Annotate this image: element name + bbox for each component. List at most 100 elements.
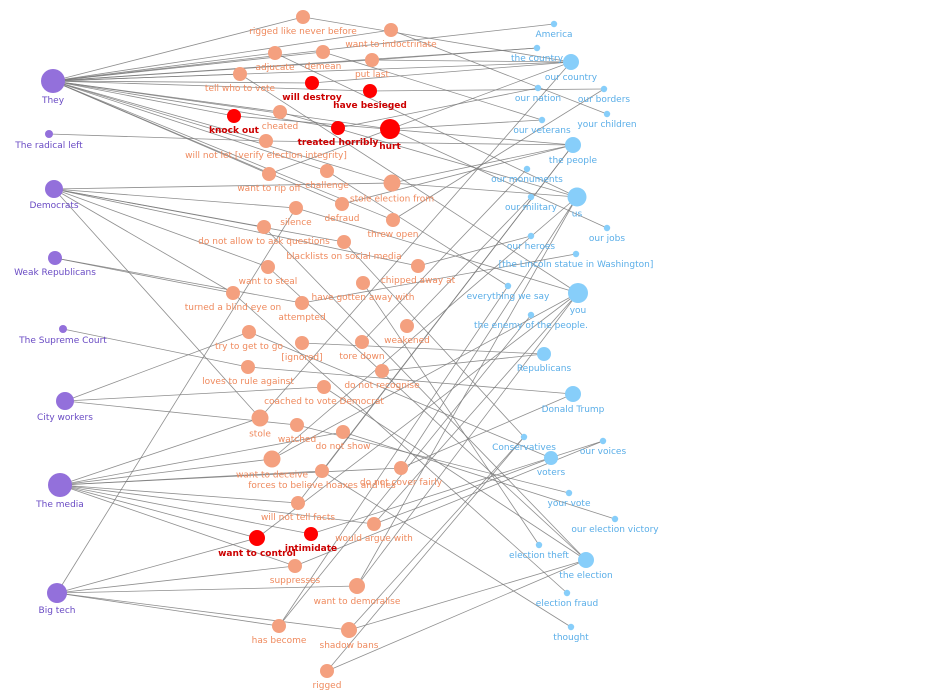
node-hurt[interactable]: hurt: [379, 119, 401, 152]
node-circle[interactable]: [305, 76, 319, 90]
node-challenge[interactable]: challenge: [305, 164, 349, 191]
node-our-country[interactable]: our country: [545, 54, 598, 83]
node-voters[interactable]: voters: [537, 451, 566, 478]
node-our-voices[interactable]: our voices: [580, 437, 627, 457]
node-circle[interactable]: [259, 134, 273, 148]
node-our-children[interactable]: your children: [577, 110, 637, 130]
node-demoralise[interactable]: want to demoralise: [314, 578, 401, 607]
node-want-control[interactable]: want to control: [218, 530, 296, 559]
node-circle[interactable]: [544, 451, 558, 465]
node-circle[interactable]: [537, 347, 551, 361]
node-conservatives[interactable]: Conservatives: [492, 433, 556, 453]
node-your-vote[interactable]: your vote: [548, 489, 591, 509]
node-circle[interactable]: [317, 380, 331, 394]
node-america[interactable]: America: [535, 20, 573, 40]
node-circle[interactable]: [356, 276, 370, 290]
node-circle[interactable]: [565, 137, 581, 153]
node-election-fraud[interactable]: election fraud: [536, 589, 598, 609]
node-circle[interactable]: [295, 296, 309, 310]
node-circle[interactable]: [241, 360, 255, 374]
node-circle[interactable]: [400, 319, 414, 333]
node-shadow-bans[interactable]: shadow bans: [320, 622, 379, 651]
node-circle[interactable]: [504, 282, 512, 290]
node-circle[interactable]: [320, 664, 334, 678]
node-circle[interactable]: [603, 110, 611, 118]
node-the-election[interactable]: the election: [559, 552, 613, 581]
node-circle[interactable]: [227, 109, 241, 123]
node-not-cover[interactable]: do not cover fairly: [360, 461, 443, 488]
node-circle[interactable]: [527, 232, 535, 240]
node-circle[interactable]: [568, 283, 588, 303]
node-coached[interactable]: coached to vote Democrat: [264, 380, 384, 407]
node-circle[interactable]: [337, 235, 351, 249]
node-they[interactable]: They: [41, 69, 65, 106]
node-you[interactable]: you: [568, 283, 588, 316]
node-circle[interactable]: [242, 325, 256, 339]
node-tell-vote[interactable]: tell who to vote: [205, 67, 276, 94]
node-circle[interactable]: [226, 286, 240, 300]
node-circle[interactable]: [565, 489, 573, 497]
node-circle[interactable]: [567, 623, 575, 631]
node-circle[interactable]: [56, 392, 74, 410]
node-circle[interactable]: [527, 193, 535, 201]
node-will-not-let[interactable]: will not let [verify election integrity]: [185, 134, 347, 161]
node-our-heroes[interactable]: our heroes: [507, 232, 556, 252]
node-circle[interactable]: [261, 260, 275, 274]
node-election-victory[interactable]: our election victory: [571, 515, 659, 535]
node-besieged[interactable]: have besieged: [333, 84, 407, 111]
node-circle[interactable]: [48, 251, 62, 265]
node-circle[interactable]: [315, 464, 329, 478]
node-blind-eye[interactable]: turned a blind eye on: [185, 286, 281, 313]
node-defraud[interactable]: defraud: [324, 197, 360, 224]
node-gotten-away[interactable]: have gotten away with: [312, 276, 415, 303]
node-not-allow-ask[interactable]: do not allow to ask questions: [198, 220, 330, 247]
node-circle[interactable]: [523, 165, 531, 173]
node-circle[interactable]: [268, 46, 282, 60]
node-circle[interactable]: [257, 220, 271, 234]
node-radical-left[interactable]: The radical left: [14, 130, 83, 151]
node-circle[interactable]: [304, 527, 318, 541]
node-circle[interactable]: [527, 311, 535, 319]
node-circle[interactable]: [386, 213, 400, 227]
node-chipped-away[interactable]: chipped away at: [381, 259, 456, 286]
node-circle[interactable]: [272, 619, 286, 633]
node-want-deceive[interactable]: want to deceive: [236, 450, 308, 481]
node-circle[interactable]: [380, 119, 400, 139]
node-demean[interactable]: demean: [305, 45, 342, 72]
node-circle[interactable]: [578, 552, 594, 568]
node-stole[interactable]: stole: [249, 409, 271, 440]
node-our-borders[interactable]: our borders: [578, 85, 630, 105]
node-circle[interactable]: [355, 335, 369, 349]
node-circle[interactable]: [291, 496, 305, 510]
node-has-become[interactable]: has become: [252, 619, 307, 646]
node-donald-trump[interactable]: Donald Trump: [542, 386, 605, 415]
node-circle[interactable]: [48, 473, 72, 497]
node-the-country[interactable]: the country: [511, 44, 564, 64]
node-thought[interactable]: thought: [553, 623, 589, 643]
node-circle[interactable]: [563, 54, 579, 70]
node-circle[interactable]: [599, 437, 607, 445]
node-circle[interactable]: [233, 67, 247, 81]
node-want-steal[interactable]: want to steal: [239, 260, 298, 287]
node-rigged-like[interactable]: rigged like never before: [249, 10, 357, 37]
node-our-jobs[interactable]: our jobs: [589, 224, 625, 244]
node-tore-down[interactable]: tore down: [339, 335, 385, 362]
node-our-veterans[interactable]: our veterans: [513, 116, 571, 136]
node-lincoln[interactable]: [the Lincoln statue in Washington]: [499, 250, 654, 270]
node-rip-off[interactable]: want to rip off: [237, 167, 301, 194]
node-circle[interactable]: [572, 250, 580, 258]
node-intimidate[interactable]: intimidate: [285, 527, 337, 554]
node-circle[interactable]: [375, 364, 389, 378]
node-our-nation[interactable]: our nation: [515, 84, 561, 104]
node-circle[interactable]: [249, 530, 265, 546]
node-circle[interactable]: [550, 20, 558, 28]
node-us[interactable]: us: [567, 187, 587, 220]
node-try-get[interactable]: try to get to go: [215, 325, 284, 352]
node-circle[interactable]: [384, 23, 398, 37]
node-adjucate[interactable]: adjucate: [256, 46, 295, 73]
node-circle[interactable]: [600, 85, 608, 93]
node-supreme-court[interactable]: The Supreme Court: [18, 325, 107, 346]
node-silence[interactable]: silence: [280, 201, 312, 228]
node-circle[interactable]: [611, 515, 619, 523]
node-not-show[interactable]: do not show: [316, 425, 371, 452]
